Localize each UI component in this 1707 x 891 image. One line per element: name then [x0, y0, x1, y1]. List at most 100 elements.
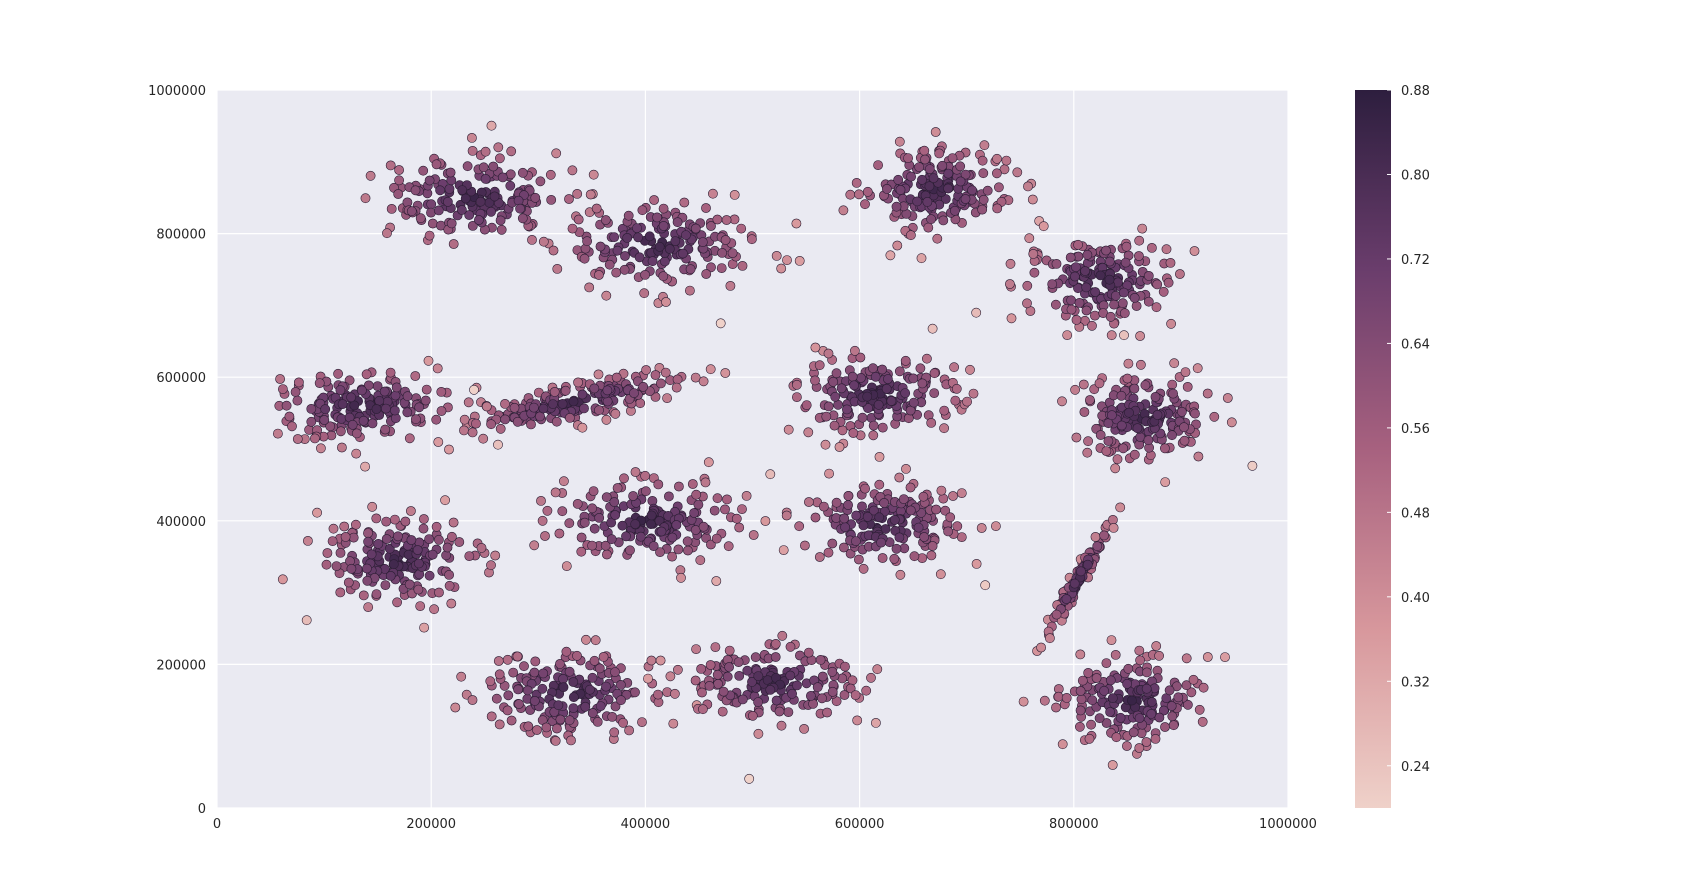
- scatter-point: [463, 397, 474, 408]
- scatter-point: [1024, 233, 1035, 244]
- scatter-point: [734, 671, 745, 681]
- scatter-point: [776, 263, 787, 274]
- scatter-point: [494, 669, 505, 680]
- scatter-point: [927, 323, 938, 334]
- scatter-point: [444, 570, 454, 580]
- scatter-point: [361, 563, 372, 574]
- scatter-point: [392, 597, 402, 608]
- scatter-point: [594, 270, 604, 280]
- scatter-point: [1075, 686, 1086, 696]
- scatter-point: [901, 463, 911, 474]
- scatter-point: [889, 553, 900, 564]
- scatter-point: [847, 371, 858, 382]
- scatter-point: [693, 499, 704, 510]
- scatter-point: [778, 545, 789, 555]
- scatter-point: [415, 213, 426, 224]
- scatter-point: [1202, 388, 1213, 399]
- x-tick-label: 600000: [835, 817, 885, 832]
- scatter-point: [803, 647, 814, 658]
- scatter-point: [1107, 760, 1118, 770]
- scatter-point: [561, 646, 572, 657]
- scatter-point: [434, 587, 444, 598]
- scatter-point: [564, 518, 575, 529]
- colorbar-tick-label: 0.88: [1401, 84, 1430, 99]
- scatter-point: [776, 720, 787, 731]
- scatter-point: [319, 415, 330, 425]
- colorbar-tick-label: 0.56: [1401, 422, 1430, 437]
- scatter-point: [955, 176, 966, 187]
- scatter-point: [701, 269, 712, 279]
- scatter-point: [1175, 269, 1185, 279]
- scatter-point: [782, 255, 792, 265]
- scatter-point: [810, 375, 820, 386]
- scatter-point: [717, 706, 728, 717]
- scatter-point: [1122, 741, 1132, 751]
- scatter-point: [792, 392, 802, 402]
- scatter-point: [839, 542, 849, 553]
- scatter-point: [1146, 709, 1157, 719]
- scatter-point: [579, 517, 590, 528]
- scatter-point: [448, 517, 459, 528]
- scatter-point: [302, 536, 313, 546]
- scatter-point: [951, 383, 962, 394]
- scatter-point: [992, 153, 1002, 164]
- scatter-point: [1220, 652, 1230, 662]
- scatter-point: [968, 388, 979, 399]
- scatter-point: [356, 385, 367, 396]
- scatter-point: [419, 622, 429, 633]
- scatter-point: [831, 368, 842, 379]
- scatter-point: [1122, 373, 1133, 384]
- scatter-point: [905, 482, 916, 493]
- scatter-point: [549, 386, 560, 397]
- scatter-point: [1079, 407, 1090, 417]
- scatter-point: [823, 348, 834, 359]
- scatter-point: [607, 712, 618, 722]
- scatter-point: [1143, 435, 1154, 446]
- scatter-point: [1105, 675, 1116, 686]
- scatter-point: [413, 584, 424, 595]
- scatter-point: [568, 677, 579, 687]
- scatter-point: [445, 167, 456, 178]
- scatter-point: [639, 288, 650, 299]
- scatter-point: [1066, 295, 1076, 306]
- scatter-point: [1161, 244, 1172, 255]
- scatter-point: [393, 189, 404, 199]
- scatter-point: [602, 549, 612, 560]
- scatter-point: [860, 199, 870, 210]
- scatter-point: [1101, 245, 1111, 256]
- scatter-point: [535, 176, 546, 187]
- scatter-point: [829, 420, 840, 431]
- scatter-point: [992, 168, 1002, 179]
- scatter-point: [753, 671, 764, 681]
- scatter-point: [488, 161, 499, 172]
- scatter-point: [1110, 650, 1121, 660]
- scatter-point: [557, 506, 568, 517]
- colorbar-tick-label: 0.72: [1401, 253, 1430, 268]
- scatter-point: [817, 671, 828, 682]
- scatter-point: [665, 671, 676, 682]
- scatter-point: [1198, 682, 1209, 693]
- scatter-point: [630, 519, 641, 529]
- scatter-point: [919, 532, 930, 542]
- scatter-point: [827, 686, 838, 697]
- scatter-point: [601, 414, 612, 425]
- scatter-point: [442, 196, 453, 207]
- scatter-point: [1083, 668, 1094, 678]
- scatter-point: [700, 477, 711, 488]
- scatter-point: [606, 534, 617, 545]
- scatter-point: [672, 374, 683, 385]
- scatter-point: [292, 434, 303, 444]
- scatter-point: [949, 362, 959, 373]
- scatter-point: [918, 491, 929, 502]
- scatter-point: [801, 400, 812, 410]
- scatter-point: [753, 697, 763, 707]
- scatter-point: [366, 549, 377, 560]
- scatter-point: [460, 193, 471, 204]
- scatter-point: [845, 683, 856, 694]
- scatter-point: [1160, 477, 1171, 487]
- scatter-point: [436, 386, 447, 397]
- scatter-point: [851, 536, 861, 546]
- scatter-point: [1105, 311, 1116, 322]
- scatter-point: [600, 540, 611, 551]
- scatter-point: [1036, 642, 1046, 653]
